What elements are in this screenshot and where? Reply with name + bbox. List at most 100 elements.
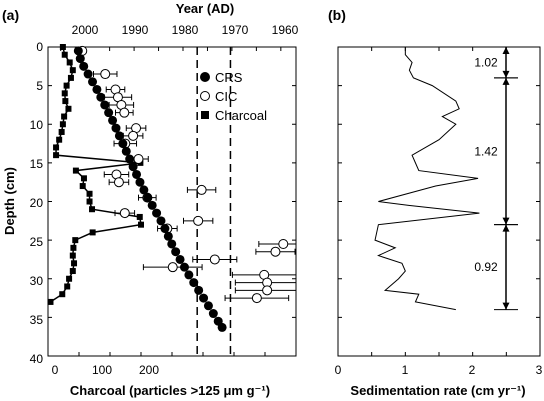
bottom-axis-tick-labels: 0 100 200 <box>52 363 160 377</box>
crs-point <box>118 139 128 149</box>
charcoal-point <box>61 51 68 58</box>
crs-point <box>160 224 170 234</box>
range-arrow-head <box>502 224 510 232</box>
x-tick-label: 200 <box>139 363 159 377</box>
crs-point <box>171 247 181 257</box>
y-tick-label: 10 <box>30 118 44 132</box>
crs-point <box>114 131 124 141</box>
crs-point <box>189 278 199 288</box>
charcoal-point <box>65 105 72 112</box>
crs-point <box>121 146 131 156</box>
cic-point <box>209 254 220 265</box>
charcoal-point <box>136 213 143 220</box>
range-label-bg <box>470 142 502 160</box>
charcoal-point <box>66 275 73 282</box>
range-label: 1.02 <box>474 55 498 69</box>
cic-point <box>278 238 289 249</box>
cic-point <box>100 69 111 80</box>
crs-point <box>217 322 227 332</box>
top-axis-title: Year (AD) <box>176 1 235 16</box>
panel-a-frame <box>47 46 297 357</box>
charcoal-point <box>69 252 76 259</box>
cic-point <box>193 215 204 226</box>
range-label-bg <box>470 258 502 276</box>
crs-point <box>92 84 102 94</box>
crs-point <box>152 208 162 218</box>
top-tick-label: 1990 <box>122 23 149 37</box>
charcoal-point <box>56 136 63 143</box>
crs-point <box>100 100 110 110</box>
charcoal-point <box>64 283 71 290</box>
cic-point <box>270 246 281 257</box>
x-tick-label: 2 <box>469 363 476 377</box>
charcoal-point <box>53 144 60 151</box>
x-tick-label: 1 <box>402 363 409 377</box>
charcoal-point <box>72 167 79 174</box>
crs-point <box>132 169 142 179</box>
charcoal-point <box>69 268 76 275</box>
charcoal-point <box>62 98 69 105</box>
crs-point <box>128 162 138 172</box>
panel-b-x-axis-title: Sedimentation rate (cm yr⁻¹) <box>350 383 525 398</box>
cic-point <box>196 184 207 195</box>
crs-point <box>194 285 204 295</box>
legend-cic-marker <box>200 91 210 101</box>
panel-a-label: (a) <box>2 7 19 23</box>
crs-point <box>88 77 98 87</box>
crs-point <box>179 262 189 272</box>
crs-point <box>143 193 153 203</box>
charcoal-line <box>50 46 142 303</box>
crs-point <box>111 123 121 133</box>
charcoal-point <box>69 67 76 74</box>
charcoal-point <box>67 74 74 81</box>
panel-b-x-tick-labels: 0 1 2 3 <box>335 363 543 377</box>
y-tick-label: 0 <box>36 40 43 54</box>
legend-crs-label: CRS <box>215 70 243 85</box>
crs-point <box>75 54 85 64</box>
y-tick-label: 15 <box>30 157 44 171</box>
crs-point <box>203 301 213 311</box>
charcoal-point <box>89 206 96 213</box>
range-label-bg <box>470 53 502 71</box>
charcoal-point <box>80 175 87 182</box>
panel-b-label: (b) <box>328 7 346 23</box>
top-tick-label: 1960 <box>272 23 299 37</box>
crs-point <box>96 92 106 102</box>
crs-point <box>135 177 145 187</box>
charcoal-point <box>86 190 93 197</box>
top-tick-label: 2000 <box>72 23 99 37</box>
legend-crs-marker <box>200 72 210 82</box>
range-arrow-head <box>502 302 510 310</box>
cic-point <box>251 293 262 304</box>
crs-point <box>208 309 218 319</box>
charcoal-point <box>66 59 73 66</box>
y-tick-label: 20 <box>30 196 44 210</box>
charcoal-point <box>59 121 66 128</box>
y-tick-label: 5 <box>36 79 43 93</box>
crs-point <box>83 69 93 79</box>
range-arrow-head <box>502 217 510 225</box>
range-label: 1.42 <box>474 144 498 158</box>
crs-point <box>79 61 89 71</box>
range-arrow-head <box>502 70 510 78</box>
charcoal-point <box>79 183 86 190</box>
charcoal-point <box>61 90 68 97</box>
charcoal-point <box>71 260 78 267</box>
crs-point <box>184 270 194 280</box>
charcoal-point <box>61 113 68 120</box>
legend-charcoal-label: Charcoal <box>215 108 267 123</box>
crs-point <box>73 46 83 56</box>
charcoal-point <box>47 298 54 305</box>
cic-point <box>119 208 130 219</box>
top-tick-label: 1980 <box>172 23 199 37</box>
y-tick-label: 40 <box>30 352 44 366</box>
panel-b-plot-area: 1.02 1.42 0.92 <box>337 46 541 357</box>
legend-cic-label: CIC <box>215 89 237 104</box>
legend: CRS CIC Charcoal <box>200 70 267 123</box>
crs-point <box>108 115 118 125</box>
charcoal-point <box>86 198 93 205</box>
y-axis-title: Depth (cm) <box>2 167 17 235</box>
x-tick-label: 3 <box>536 363 543 377</box>
cic-point <box>262 285 273 296</box>
y-tick-label: 30 <box>30 274 44 288</box>
